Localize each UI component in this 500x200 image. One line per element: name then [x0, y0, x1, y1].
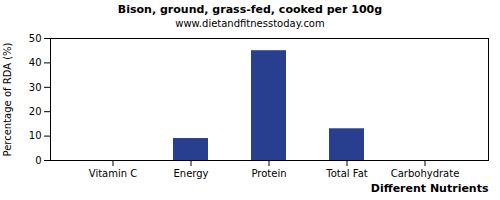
svg-text:Total Fat: Total Fat: [325, 168, 367, 179]
svg-text:Percentage of RDA (%): Percentage of RDA (%): [2, 42, 13, 156]
html-text:Bison, ground, grass-fed, cook: Bison, ground, grass-fed, cooked per 100…: [117, 3, 383, 16]
html-text:www.dietandfitnesstoday.com: www.dietandfitnesstoday.com: [175, 18, 325, 29]
svg-text:Protein: Protein: [251, 168, 286, 179]
svg-text:0: 0: [35, 155, 41, 166]
svg-text:Vitamin C: Vitamin C: [89, 168, 137, 179]
svg-text:Energy: Energy: [173, 168, 208, 179]
svg-text:50: 50: [29, 33, 42, 44]
svg-text:10: 10: [29, 130, 42, 141]
svg-text:Different Nutrients: Different Nutrients: [371, 182, 489, 195]
svg-text:Carbohydrate: Carbohydrate: [391, 168, 460, 179]
svg-text:20: 20: [29, 106, 42, 117]
svg-text:40: 40: [29, 57, 42, 68]
svg-text:30: 30: [29, 82, 42, 93]
